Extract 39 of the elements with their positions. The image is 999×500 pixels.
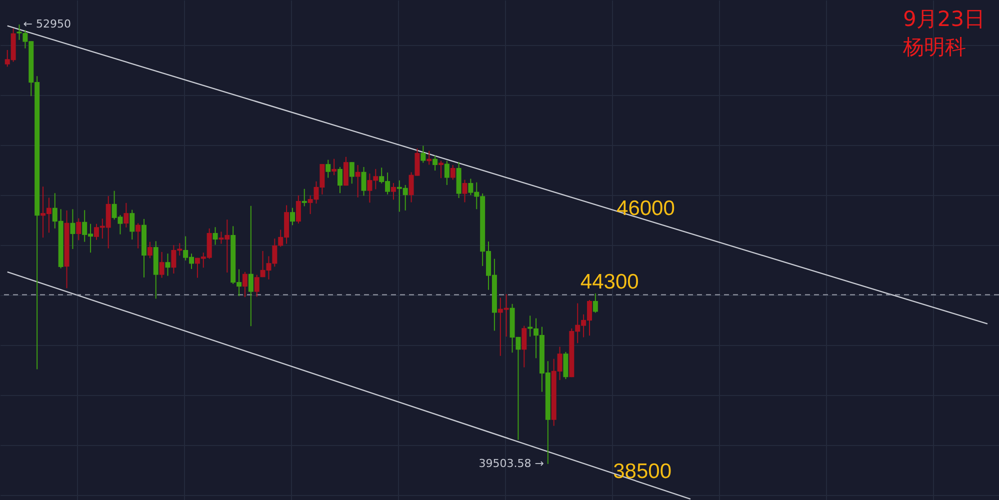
candlestick	[343, 156, 348, 186]
annotation: ← 52950	[23, 18, 71, 31]
candlestick	[563, 351, 568, 380]
candlestick	[165, 253, 170, 276]
candlestick	[296, 194, 301, 224]
annotation: 杨明科	[902, 35, 966, 59]
candlestick	[361, 166, 366, 196]
candlestick	[302, 188, 307, 207]
annotation: 38500	[613, 460, 672, 484]
candlestick	[338, 166, 343, 194]
candlestick	[332, 158, 337, 176]
candlestick	[212, 226, 218, 246]
candlestick	[326, 159, 331, 178]
candlestick	[390, 182, 396, 200]
candlestick	[130, 209, 135, 240]
candlestick	[290, 207, 295, 226]
candlestick	[592, 292, 598, 314]
candlestick	[444, 160, 450, 186]
candlestick	[450, 164, 456, 180]
candlestick	[349, 162, 354, 184]
candlestick	[438, 160, 444, 179]
candlestick	[254, 274, 260, 298]
candlestick	[159, 251, 164, 278]
annotation: 39503.58 →	[478, 456, 544, 470]
candlestick	[522, 325, 527, 368]
candlestick	[248, 205, 254, 327]
candlestick	[124, 202, 129, 228]
annotation: 9月23日	[903, 7, 986, 31]
annotation: 44300	[580, 270, 639, 294]
candlestick	[355, 164, 360, 198]
candlestick	[70, 208, 76, 250]
candlestick	[136, 222, 141, 249]
candlestick	[242, 271, 248, 298]
candlestick	[420, 145, 426, 164]
candlestick	[147, 241, 152, 259]
candlestick	[432, 155, 438, 172]
annotation: 46000	[616, 196, 675, 220]
candlestick	[76, 218, 82, 241]
candlestick	[462, 179, 468, 203]
